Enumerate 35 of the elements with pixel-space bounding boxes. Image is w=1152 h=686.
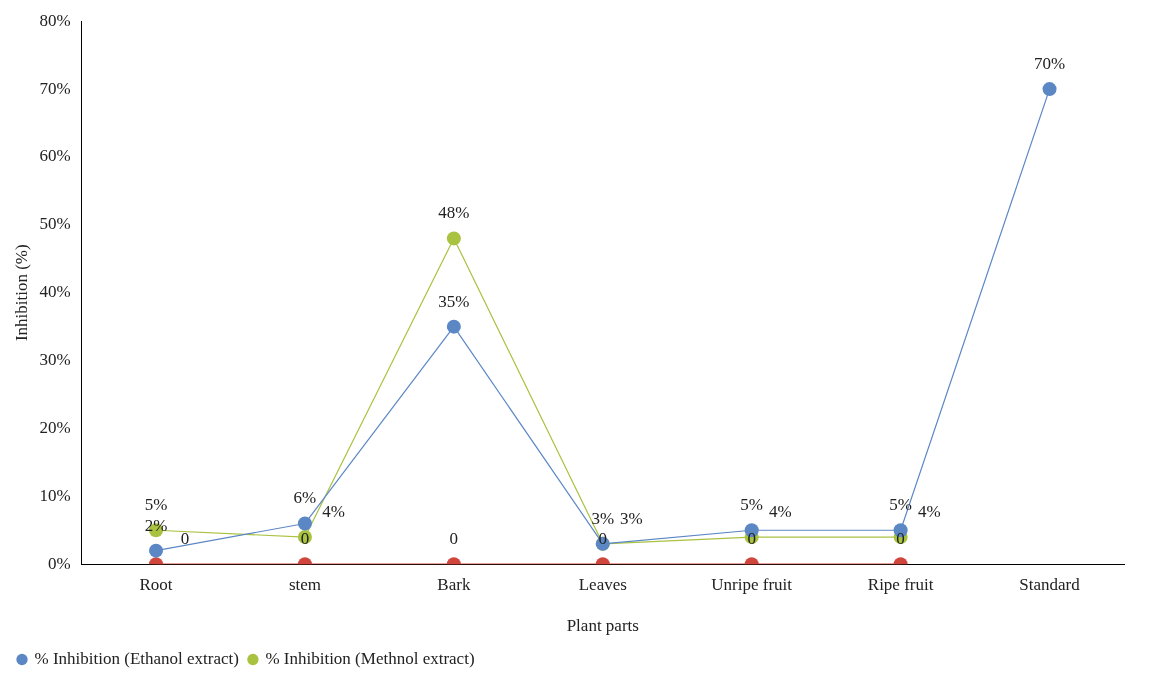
x-tick-label: Bark xyxy=(437,574,471,594)
x-tick-label: Leaves xyxy=(578,574,627,594)
data-label: 70% xyxy=(1033,54,1066,74)
y-tick-label: 40% xyxy=(39,282,71,302)
y-axis-title: Inhibition (%) xyxy=(11,244,31,342)
data-label: 4% xyxy=(769,502,792,522)
data-label: 3% xyxy=(591,508,615,528)
y-tick-label: 80% xyxy=(39,10,71,30)
data-label: 0 xyxy=(180,529,190,549)
data-label: 4% xyxy=(917,502,941,522)
y-tick-label: 20% xyxy=(39,417,71,437)
data-label: 35% xyxy=(438,291,470,311)
x-tick-label: Unripe fruit xyxy=(711,574,793,594)
legend-label: % Inhibition (Ethanol extract) xyxy=(34,648,239,668)
data-label: 5% xyxy=(889,495,912,515)
y-tick-label: 50% xyxy=(39,214,71,234)
data-label: 0 xyxy=(449,529,459,549)
data-label: 0 xyxy=(300,529,310,549)
data-label: 4% xyxy=(322,502,345,522)
data-label: 5% xyxy=(144,495,168,515)
y-tick-label: 60% xyxy=(39,146,71,166)
y-tick-label: 0% xyxy=(47,553,71,573)
data-label: 5% xyxy=(740,495,764,515)
data-label: 48% xyxy=(438,203,470,223)
x-tick-label: Ripe fruit xyxy=(867,574,934,594)
data-label: 3% xyxy=(620,508,643,528)
x-tick-label: stem xyxy=(288,574,321,594)
y-tick-label: 30% xyxy=(39,350,71,370)
legend-label: % Inhibition (Methnol extract) xyxy=(265,648,475,668)
y-tick-label: 10% xyxy=(39,485,71,505)
y-tick-label: 70% xyxy=(39,78,71,98)
x-tick-label: Standard xyxy=(1019,574,1081,594)
x-axis-title: Plant parts xyxy=(566,616,639,636)
x-tick-label: Root xyxy=(139,574,173,594)
data-label: 6% xyxy=(293,488,317,508)
